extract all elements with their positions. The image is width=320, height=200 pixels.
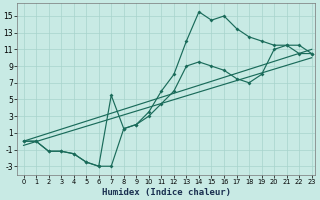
X-axis label: Humidex (Indice chaleur): Humidex (Indice chaleur): [102, 188, 231, 197]
